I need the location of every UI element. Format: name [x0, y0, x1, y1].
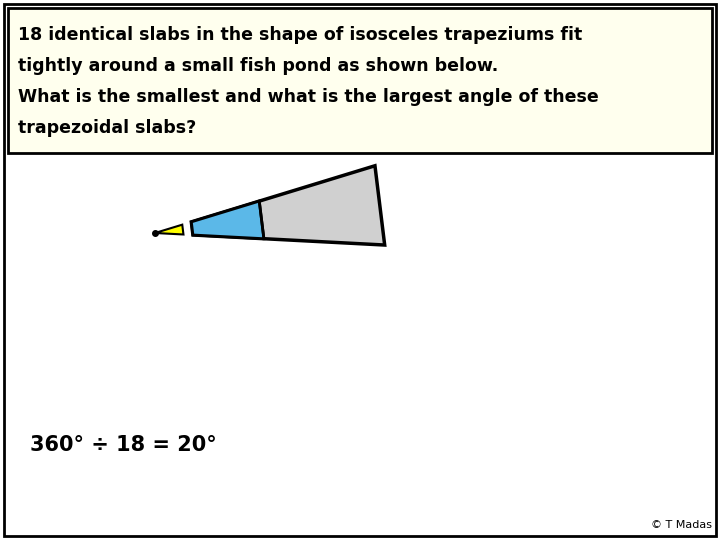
Polygon shape: [155, 225, 184, 234]
Text: trapezoidal slabs?: trapezoidal slabs?: [18, 119, 197, 137]
Text: 18 identical slabs in the shape of isosceles trapeziums fit: 18 identical slabs in the shape of isosc…: [18, 26, 582, 44]
Text: What is the smallest and what is the largest angle of these: What is the smallest and what is the lar…: [18, 88, 599, 106]
Text: 360° ÷ 18 = 20°: 360° ÷ 18 = 20°: [30, 435, 217, 455]
Text: © T Madas: © T Madas: [651, 520, 712, 530]
Text: tightly around a small fish pond as shown below.: tightly around a small fish pond as show…: [18, 57, 498, 75]
Polygon shape: [192, 166, 384, 245]
Polygon shape: [192, 201, 264, 239]
Bar: [8, 8, 712, 153]
